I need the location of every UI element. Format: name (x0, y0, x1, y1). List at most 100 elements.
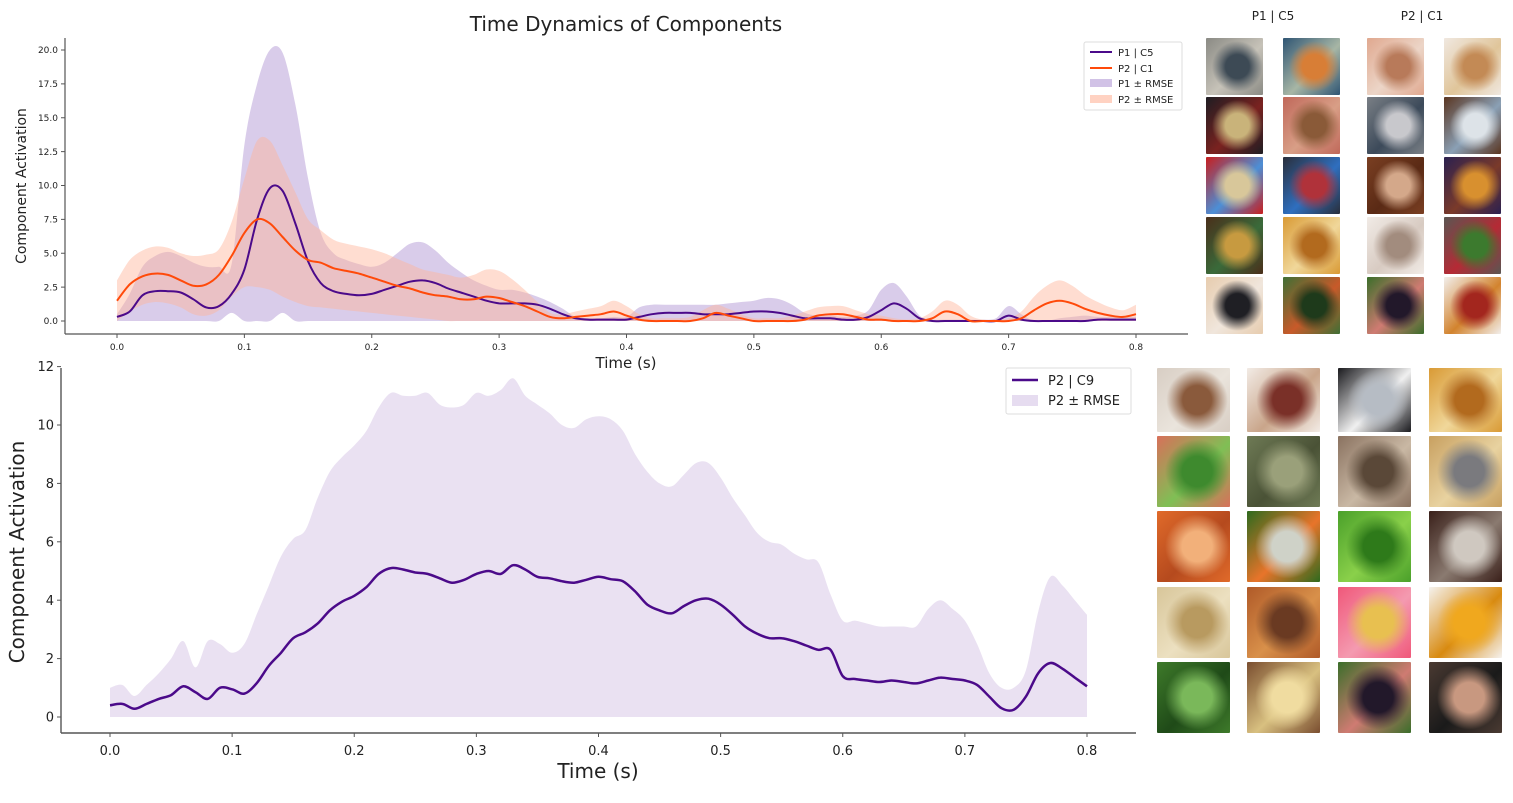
line-p2-c1 (116, 217, 1137, 323)
thumbnail-chives (1157, 436, 1230, 507)
thumbnail-building-facade (1206, 38, 1263, 95)
thumbnail-moss (1338, 511, 1411, 582)
legend-swatch-p2-rmse (1012, 395, 1038, 406)
chart-title: Time Dynamics of Components (469, 12, 782, 36)
y-tick-label: 4 (46, 594, 54, 609)
legend-label-p1-c5: P1 | C5 (1118, 48, 1153, 59)
thumbnail-legs-stockings (1367, 217, 1424, 274)
thumbnail-hot-sauce (1444, 277, 1501, 334)
x-tick-label: 0.6 (874, 343, 889, 353)
x-tick-label: 0.4 (588, 744, 609, 759)
thumbnail-ear-hand (1367, 38, 1424, 95)
legend: P1 | C5 P2 | C1 P1 ± RMSE P2 ± RMSE (1083, 41, 1183, 111)
x-tick-label: 0.3 (492, 343, 506, 353)
y-tick-label: 6 (46, 535, 54, 550)
legend: P2 | C9 P2 ± RMSE (1005, 367, 1132, 415)
line-p1-c5 (116, 184, 1136, 323)
thumbnail-candy-bars (1206, 217, 1263, 274)
x-tick-label: 0.8 (1129, 343, 1144, 353)
x-tick-label: 0.5 (710, 744, 731, 759)
thumbnail-clams (1338, 436, 1411, 507)
thumbnail-napkins (1444, 97, 1501, 154)
thumbnail-dartboard (1206, 97, 1263, 154)
thumbnail-pesto (1247, 511, 1320, 582)
x-tick-label: 0.5 (747, 343, 761, 353)
bottom-y-ticks: 0 2 4 6 8 10 12 (37, 360, 61, 726)
x-tick-label: 0.0 (100, 744, 121, 759)
x-tick-label: 0.2 (365, 343, 379, 353)
x-tick-label: 0.2 (344, 744, 365, 759)
bottom-lines (109, 563, 1088, 712)
thumbnail-tortellini (1429, 587, 1502, 658)
y-axis-label: Component Activation (14, 108, 30, 264)
x-axis-label: Time (s) (595, 354, 657, 370)
thumbnail-seeds (1247, 368, 1320, 432)
legend-label-p2-c9: P2 | C9 (1048, 374, 1094, 389)
legend-swatch-p1-rmse (1090, 79, 1112, 87)
x-tick-label: 0.3 (466, 744, 487, 759)
y-tick-label: 15.0 (38, 114, 58, 124)
thumbnail-waffle (1429, 368, 1502, 432)
thumbnail-shoes (1157, 368, 1230, 432)
x-tick-label: 0.7 (1001, 343, 1015, 353)
x-tick-label: 0.8 (1077, 744, 1098, 759)
legend-label-p1-rmse: P1 ± RMSE (1118, 79, 1173, 90)
thumbnail-pecans (1367, 157, 1424, 214)
thumbnail-beard (1429, 662, 1502, 733)
thumbnail-files-folders (1367, 97, 1424, 154)
bottom-chart: 0.0 0.1 0.2 0.3 0.4 0.5 0.6 0.7 0.8 0 2 4 6 8 10 12 Ti… (5, 360, 1136, 783)
bottom-bands (110, 378, 1087, 717)
thumbnail-mulberry (1367, 277, 1424, 334)
legend-label-p2-rmse: P2 ± RMSE (1118, 95, 1173, 106)
thumbnail-calculator (1206, 277, 1263, 334)
y-tick-label: 7.5 (44, 216, 58, 226)
y-tick-label: 2.5 (44, 283, 58, 293)
thumbnail-mulberry (1338, 662, 1411, 733)
x-tick-label: 0.0 (110, 343, 125, 353)
image-grid-title: P2 | C1 (1400, 9, 1444, 23)
x-tick-label: 0.1 (222, 744, 243, 759)
legend-frame (1083, 41, 1183, 111)
thumbnail-magazines (1283, 38, 1340, 95)
thumbnail-doily (1429, 511, 1502, 582)
thumbnail-waffle (1283, 217, 1340, 274)
legend-label-p2-rmse: P2 ± RMSE (1048, 394, 1120, 409)
y-tick-label: 12 (37, 360, 54, 375)
y-tick-label: 20.0 (38, 46, 58, 56)
top-lines (116, 184, 1137, 323)
y-tick-label: 0.0 (44, 317, 59, 327)
top-y-ticks: 0.0 2.5 5.0 7.5 10.0 12.5 15.0 17.5 20.0 (38, 46, 65, 327)
y-tick-label: 0 (46, 711, 54, 726)
y-tick-label: 2 (46, 652, 54, 667)
top-chart: Time Dynamics of Components 0.0 0.1 0.2 0.3… (14, 12, 1188, 370)
image-grid-title: P1 | C5 (1251, 9, 1295, 23)
top-x-ticks: 0.0 0.1 0.2 0.3 0.4 0.5 0.6 0.7 0.8 (110, 334, 1144, 353)
thumbnail-headband (1444, 217, 1501, 274)
bottom-x-ticks: 0.0 0.1 0.2 0.3 0.4 0.5 0.6 0.7 0.8 (100, 733, 1098, 759)
y-tick-label: 12.5 (38, 148, 58, 158)
y-tick-label: 10.0 (38, 182, 58, 192)
thumbnail-cuckoo-clock (1283, 97, 1340, 154)
thumbnail-pruning-shears (1283, 277, 1340, 334)
thumbnail-carousel (1444, 157, 1501, 214)
thumbnail-pins (1338, 587, 1411, 658)
y-tick-label: 8 (46, 477, 54, 492)
x-tick-label: 0.4 (619, 343, 634, 353)
thumbnail-hay (1247, 436, 1320, 507)
line-p2-c9 (109, 563, 1088, 712)
thumbnail-pasta (1157, 587, 1230, 658)
y-axis-label: Component Activation (5, 441, 29, 664)
band-p2-rmse (117, 136, 1136, 322)
thumbnail-pancakes (1444, 38, 1501, 95)
thumbnail-orange-peels (1157, 511, 1230, 582)
y-tick-label: 5.0 (44, 249, 59, 259)
band-p2-rmse (110, 378, 1087, 717)
band-p1-rmse (117, 46, 1136, 322)
top-bands (117, 46, 1136, 322)
thumbnail-phone-camera (1338, 368, 1411, 432)
legend-label-p2-c1: P2 | C1 (1118, 64, 1153, 75)
thumbnail-pine-needles (1157, 662, 1230, 733)
thumbnail-croutons (1429, 436, 1502, 507)
thumbnail-posters-wall (1283, 157, 1340, 214)
legend-swatch-p2-rmse (1090, 95, 1112, 103)
